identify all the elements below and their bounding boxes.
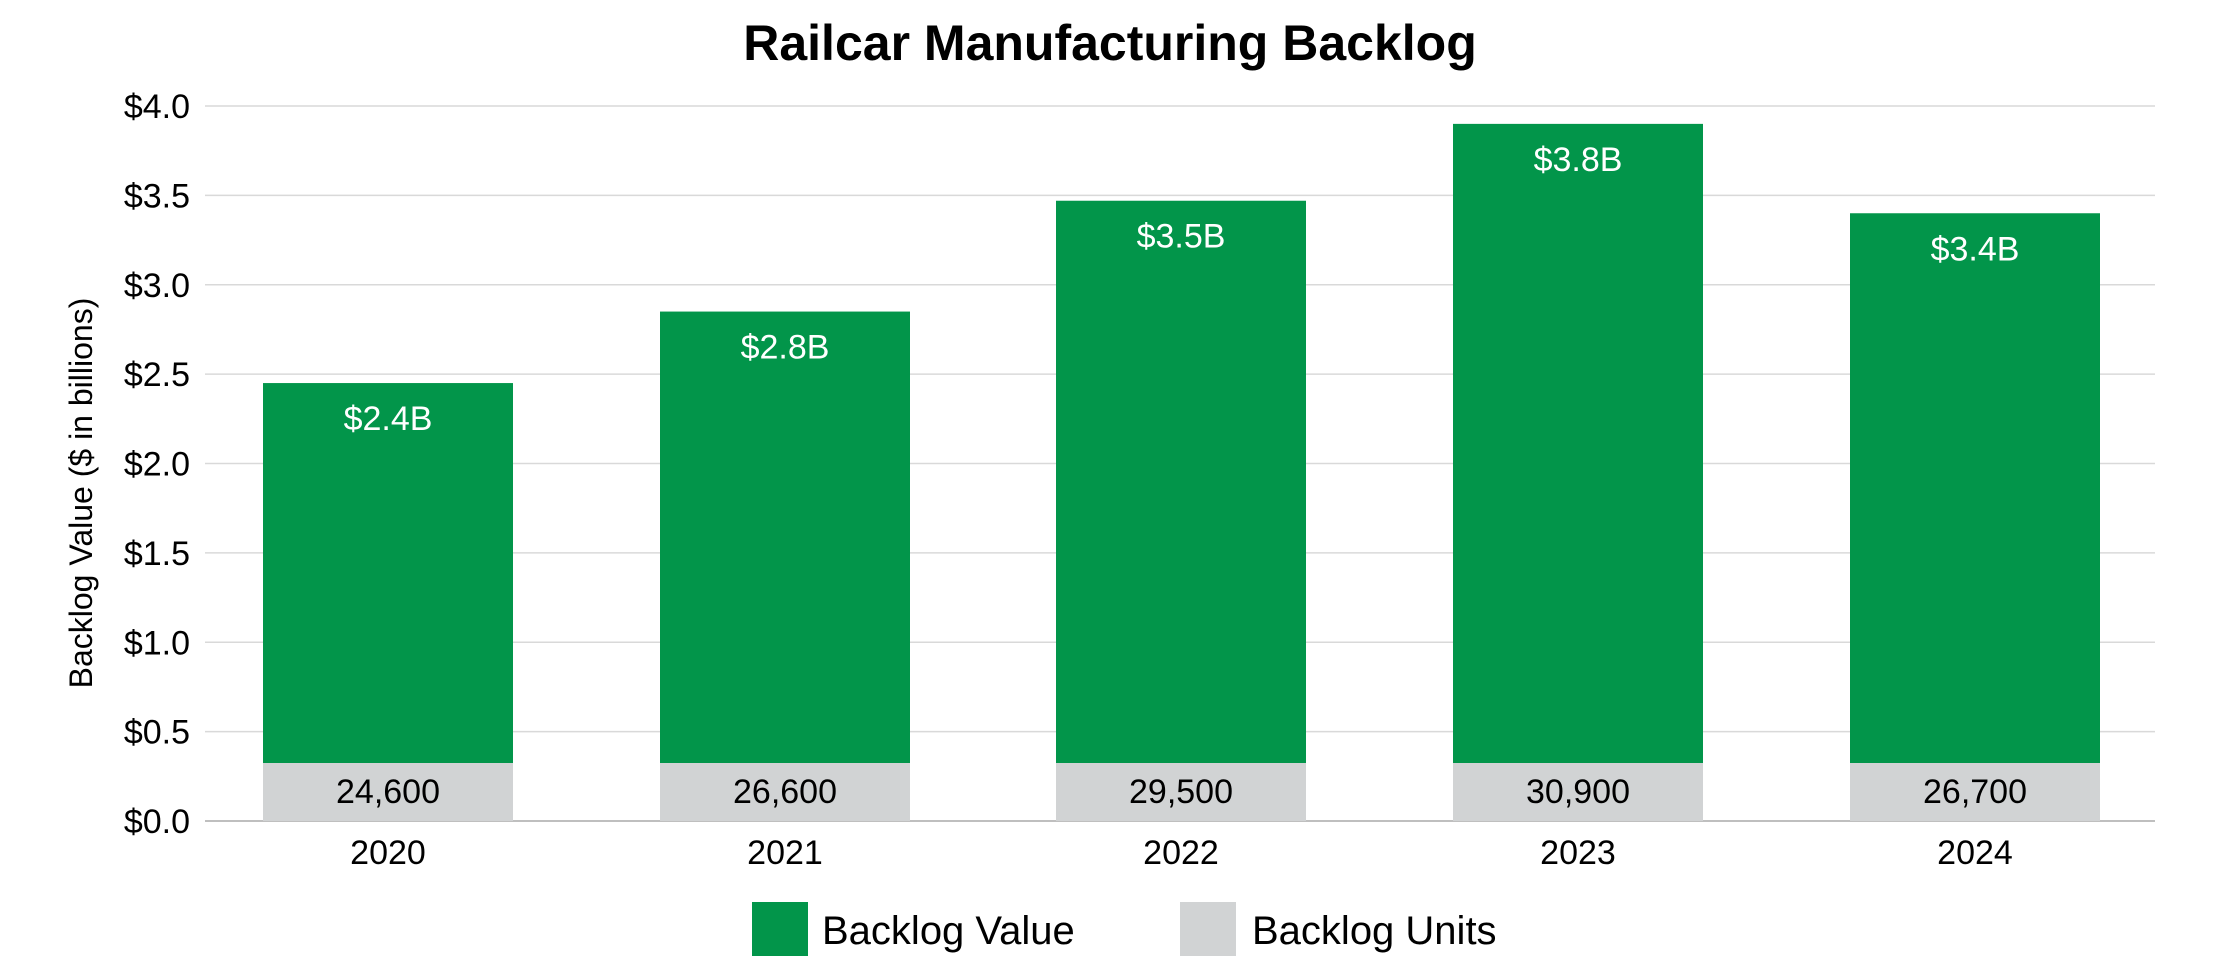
x-tick-label: 2024 bbox=[1937, 834, 2013, 872]
y-tick-label: $3.5 bbox=[124, 177, 190, 215]
data-label-backlog-units: 26,700 bbox=[1923, 773, 2027, 811]
bar-backlog-units bbox=[1850, 763, 2100, 821]
y-axis-label: Backlog Value ($ in billions) bbox=[63, 298, 99, 689]
legend-label-backlog-value: Backlog Value bbox=[822, 909, 1075, 953]
data-label-backlog-value: $3.8B bbox=[1534, 141, 1623, 179]
y-tick-label: $1.5 bbox=[124, 535, 190, 573]
y-tick-label: $2.5 bbox=[124, 356, 190, 394]
chart-title: Railcar Manufacturing Backlog bbox=[743, 15, 1477, 71]
legend-swatch-backlog-value bbox=[752, 902, 808, 958]
bar-backlog-value bbox=[1453, 123, 1703, 763]
legend-swatch-backlog-units bbox=[1180, 902, 1236, 958]
data-label-backlog-units: 24,600 bbox=[336, 773, 440, 811]
bar-backlog-units bbox=[1453, 763, 1703, 821]
y-tick-label: $2.0 bbox=[124, 446, 190, 484]
bar-backlog-value bbox=[263, 383, 513, 763]
x-tick-label: 2023 bbox=[1540, 834, 1616, 872]
bar-backlog-units bbox=[263, 763, 513, 821]
data-label-backlog-units: 29,500 bbox=[1129, 773, 1233, 811]
x-tick-label: 2022 bbox=[1143, 834, 1219, 872]
x-tick-label: 2020 bbox=[350, 834, 426, 872]
legend-label-backlog-units: Backlog Units bbox=[1252, 909, 1497, 953]
bar-backlog-value bbox=[660, 311, 910, 763]
data-label-backlog-units: 30,900 bbox=[1526, 773, 1630, 811]
data-label-backlog-value: $3.5B bbox=[1137, 218, 1226, 256]
data-label-backlog-value: $3.4B bbox=[1931, 230, 2020, 268]
data-label-backlog-units: 26,600 bbox=[733, 773, 837, 811]
legend: Backlog Value Backlog Units bbox=[752, 902, 1497, 958]
bar-backlog-value bbox=[1056, 200, 1306, 764]
x-axis-ticks: 2020 2021 2022 2023 2024 bbox=[350, 834, 2013, 872]
bar-backlog-units bbox=[660, 763, 910, 821]
bar-backlog-units bbox=[1056, 763, 1306, 821]
bars: $2.4B 24,600 $2.8B 26,600 $3.5B 29,500 $3.8B 30… bbox=[263, 123, 2100, 821]
y-tick-label: $0.0 bbox=[124, 803, 190, 841]
y-tick-label: $0.5 bbox=[124, 714, 190, 752]
bar-backlog-value bbox=[1850, 213, 2100, 763]
data-label-backlog-value: $2.4B bbox=[344, 400, 433, 438]
x-tick-label: 2021 bbox=[747, 834, 823, 872]
y-tick-label: $3.0 bbox=[124, 267, 190, 305]
y-tick-label: $1.0 bbox=[124, 624, 190, 662]
data-label-backlog-value: $2.8B bbox=[741, 329, 830, 367]
y-axis-ticks: $0.0 $0.5 $1.0 $1.5 $2.0 $2.5 $3.0 $3.5 $4.0 bbox=[124, 88, 190, 841]
y-tick-label: $4.0 bbox=[124, 88, 190, 126]
